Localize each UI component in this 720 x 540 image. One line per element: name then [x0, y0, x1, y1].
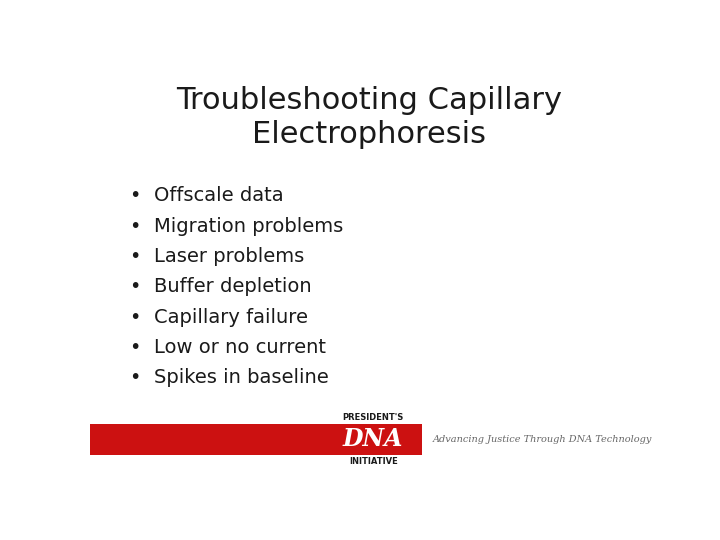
- Text: Migration problems: Migration problems: [154, 217, 343, 235]
- Text: •: •: [129, 247, 140, 266]
- Text: •: •: [129, 278, 140, 296]
- Text: Offscale data: Offscale data: [154, 186, 284, 205]
- Text: •: •: [129, 308, 140, 327]
- Text: Buffer depletion: Buffer depletion: [154, 278, 312, 296]
- FancyBboxPatch shape: [90, 424, 422, 455]
- Text: PRESIDENT'S: PRESIDENT'S: [343, 413, 404, 422]
- Text: Spikes in baseline: Spikes in baseline: [154, 368, 329, 387]
- Text: •: •: [129, 338, 140, 357]
- Text: INITIATIVE: INITIATIVE: [348, 457, 397, 466]
- Text: Troubleshooting Capillary
Electrophoresis: Troubleshooting Capillary Electrophoresi…: [176, 85, 562, 150]
- Text: •: •: [129, 217, 140, 235]
- Text: DNA: DNA: [343, 427, 403, 451]
- Text: Laser problems: Laser problems: [154, 247, 305, 266]
- Text: Advancing Justice Through DNA Technology: Advancing Justice Through DNA Technology: [433, 435, 652, 444]
- Text: Low or no current: Low or no current: [154, 338, 326, 357]
- Text: Capillary failure: Capillary failure: [154, 308, 308, 327]
- Text: •: •: [129, 368, 140, 387]
- Text: •: •: [129, 186, 140, 205]
